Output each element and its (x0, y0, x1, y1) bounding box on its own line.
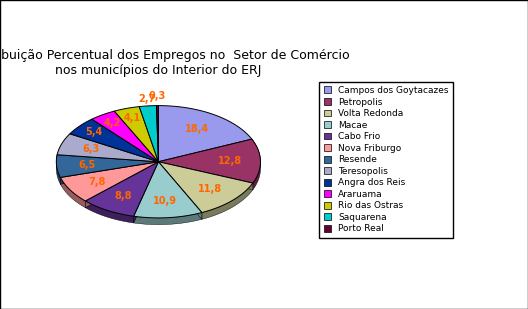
Title: Distribuição Percentual dos Empregos no  Setor de Comércio
nos municípios do Int: Distribuição Percentual dos Empregos no … (0, 49, 349, 77)
Polygon shape (134, 162, 158, 223)
Polygon shape (86, 162, 158, 216)
Text: 10,9: 10,9 (153, 196, 177, 206)
Polygon shape (158, 162, 253, 190)
Text: 11,8: 11,8 (198, 184, 222, 194)
Legend: Campos dos Goytacazes, Petropolis, Volta Redonda, Macae, Cabo Frio, Nova Friburg: Campos dos Goytacazes, Petropolis, Volta… (319, 82, 453, 238)
Polygon shape (56, 155, 60, 184)
Text: 6,3: 6,3 (82, 144, 99, 154)
Polygon shape (60, 162, 158, 184)
Polygon shape (158, 162, 202, 219)
Text: 6,5: 6,5 (79, 160, 96, 170)
Polygon shape (86, 162, 158, 208)
Polygon shape (115, 107, 158, 162)
Text: 5,4: 5,4 (86, 127, 102, 138)
Polygon shape (60, 162, 158, 201)
Polygon shape (86, 201, 134, 223)
Polygon shape (156, 106, 158, 162)
Polygon shape (158, 139, 260, 183)
Text: 8,8: 8,8 (114, 191, 131, 201)
Text: 4,2: 4,2 (104, 118, 121, 128)
Text: 12,8: 12,8 (218, 156, 242, 166)
Text: 4,1: 4,1 (124, 113, 141, 123)
Text: 7,8: 7,8 (88, 176, 106, 187)
Polygon shape (158, 162, 253, 213)
Polygon shape (70, 119, 158, 162)
Polygon shape (158, 162, 202, 219)
Polygon shape (158, 106, 252, 162)
Polygon shape (134, 162, 158, 223)
Polygon shape (134, 213, 202, 225)
Polygon shape (139, 106, 158, 162)
Polygon shape (158, 162, 253, 190)
Text: 18,4: 18,4 (185, 124, 210, 134)
Polygon shape (60, 177, 86, 208)
Polygon shape (60, 162, 158, 184)
Text: 0,3: 0,3 (149, 91, 166, 100)
Text: 2,7: 2,7 (138, 94, 155, 104)
Polygon shape (86, 162, 158, 208)
Polygon shape (92, 111, 158, 162)
Polygon shape (252, 139, 260, 190)
Polygon shape (202, 183, 253, 219)
Polygon shape (56, 155, 158, 177)
Polygon shape (57, 134, 158, 162)
Polygon shape (134, 162, 202, 218)
